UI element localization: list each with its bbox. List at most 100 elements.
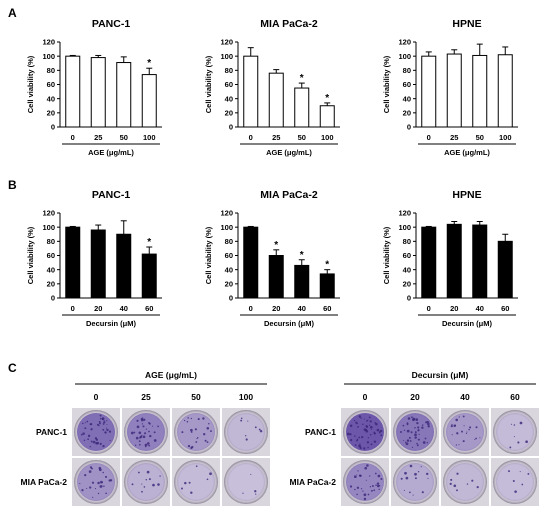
colony-dot (353, 475, 357, 479)
colony-dot (408, 436, 411, 439)
y-tick-label: 80 (403, 66, 411, 75)
y-tick-label: 120 (398, 38, 411, 47)
colony-dot (366, 464, 369, 467)
x-tick-label: 0 (249, 304, 253, 313)
colony-dot (101, 481, 103, 484)
dose-label: 100 (239, 392, 253, 402)
bar (319, 273, 335, 299)
bar (294, 87, 310, 128)
colony-dot (84, 474, 87, 477)
y-axis-label: Cell viability (%) (204, 226, 213, 284)
chart-3: PANC-1 0 20 40 60 80 100 120 Cell viability (%) 0… (26, 189, 162, 328)
dose-label: 50 (191, 392, 201, 402)
colony-dot (88, 470, 92, 473)
colony-dot (148, 430, 150, 433)
colony-dot (245, 438, 248, 441)
x-tick-label: 50 (476, 133, 484, 142)
colony-dot (157, 483, 160, 486)
x-tick-label: 20 (450, 304, 458, 313)
x-tick-label: 0 (427, 304, 431, 313)
significance-marker: * (147, 58, 151, 69)
bar (446, 53, 462, 128)
colony-dot (451, 434, 453, 436)
colony-dot (380, 477, 383, 481)
colony-dot (410, 431, 413, 434)
colony-dot (146, 442, 150, 445)
colony-dot (427, 425, 430, 428)
colony-dot (137, 471, 140, 474)
colony-group-age: AGE (μg/mL) 0 25 50 100 PANC-1 MIA PaCa-2 (21, 370, 270, 506)
colony-dot (153, 431, 156, 434)
colony-dot (360, 417, 362, 419)
colony-dot (141, 434, 143, 437)
x-tick-label: 100 (143, 133, 156, 142)
y-tick-label: 20 (403, 279, 411, 288)
colony-dot (403, 429, 406, 431)
bar (65, 226, 81, 299)
y-tick-label: 100 (220, 223, 233, 232)
y-tick-label: 40 (47, 94, 55, 103)
y-tick-label: 120 (220, 209, 233, 218)
chart-title: MIA PaCa-2 (260, 189, 318, 201)
colony-dot (411, 446, 414, 448)
x-axis-label: AGE (μg/mL) (88, 148, 134, 157)
plate-header: Decursin (μM) (412, 370, 469, 380)
colony-dot (476, 485, 479, 489)
colony-dot (152, 425, 154, 427)
colony-dot (420, 466, 422, 468)
bar (294, 264, 310, 299)
panel-label-a: A (8, 6, 17, 20)
colony-dot (374, 472, 377, 475)
dose-label: 60 (510, 392, 520, 402)
x-tick-label: 60 (323, 304, 331, 313)
colony-dot (94, 488, 97, 490)
colony-dot (403, 489, 405, 491)
colony-dot (367, 493, 370, 496)
colony-dot (421, 424, 424, 426)
colony-dot (409, 464, 413, 468)
colony-dot (145, 428, 148, 430)
colony-dot (456, 432, 459, 435)
colony-dot (103, 421, 106, 424)
bar (90, 57, 106, 128)
colony-dot (369, 425, 373, 429)
x-tick-label: 0 (249, 133, 253, 142)
colony-dot (104, 475, 108, 478)
colony-dot (462, 415, 465, 418)
significance-marker: * (147, 237, 151, 248)
colony-dot (358, 444, 362, 448)
colony-dot (136, 419, 139, 422)
colony-dot (204, 439, 207, 442)
colony-dot (417, 438, 420, 441)
colony-dot (363, 497, 367, 501)
chart-2: HPNE 0 20 40 60 80 100 120 Cell viability (%) 0 25… (382, 18, 518, 157)
colony-dot (86, 420, 89, 423)
colony-dot (91, 481, 95, 484)
colony-dot (104, 431, 107, 434)
colony-dot (417, 471, 420, 473)
colony-dot (148, 478, 151, 481)
colony-dot (375, 484, 377, 486)
bar (141, 74, 157, 128)
y-tick-label: 20 (47, 279, 55, 288)
colony-dot (521, 483, 524, 486)
colony-dot (373, 431, 376, 434)
colony-dot (380, 434, 383, 437)
colony-dot (195, 441, 198, 443)
colony-dot (355, 421, 357, 424)
colony-dot (475, 426, 478, 429)
colony-dot (376, 484, 380, 488)
colony-dot (136, 425, 140, 429)
colony-dot (350, 439, 353, 442)
colony-dot (417, 429, 420, 432)
colony-dot (422, 441, 426, 444)
colony-dot (195, 465, 198, 468)
colony-stain (496, 413, 534, 451)
colony-dot (455, 444, 458, 446)
x-tick-label: 20 (94, 304, 102, 313)
colony-dot (406, 429, 410, 433)
colony-dot (80, 433, 83, 436)
colony-dot (359, 443, 361, 445)
colony-stain (446, 463, 484, 501)
colony-dot (456, 472, 459, 475)
